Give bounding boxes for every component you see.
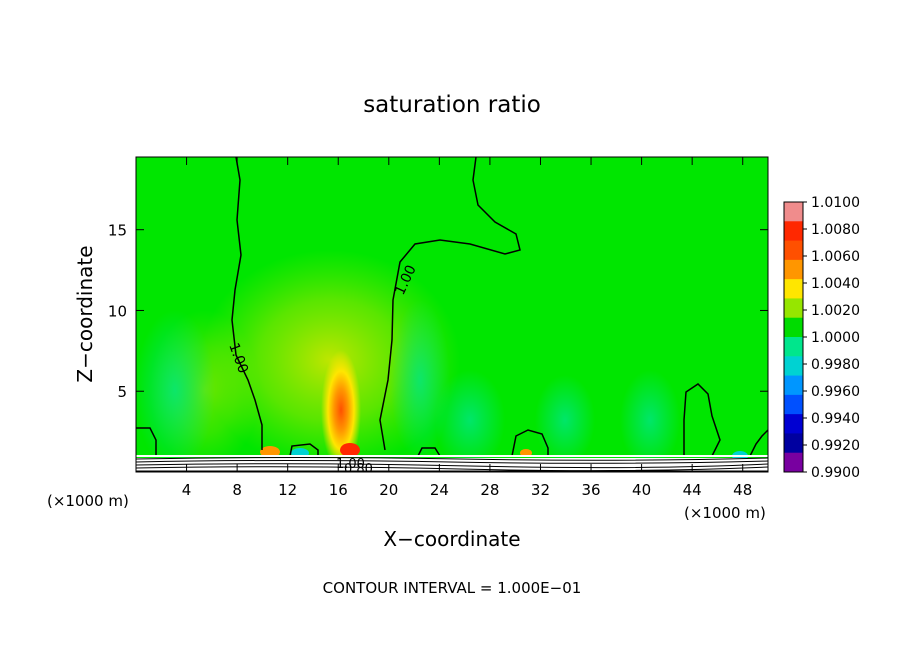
x-tick-label: 28 [480,481,499,499]
y-axis-label: Z−coordinate [73,245,97,382]
colorbar-swatch [784,452,803,473]
cool-region [535,375,595,465]
contour-label: 0.80 [344,462,373,477]
x-tick-label: 32 [531,481,550,499]
surface-contours [136,455,768,472]
x-tick-label: 4 [182,481,192,499]
colorbar-label: 0.9980 [811,357,860,373]
heatmap-field: 1.00 1.00 1.00 0.80 [136,157,768,477]
y-axis: 5 10 15 [108,222,768,401]
colorbar-swatch [784,259,803,280]
x-tick-label: 24 [430,481,449,499]
x-tick-label: 36 [581,481,600,499]
x-tick-label: 16 [329,481,348,499]
contour-line [749,429,768,457]
plot-frame [135,156,769,473]
contour-line [289,443,319,457]
x-tick-label: 40 [632,481,651,499]
colorbar-swatch [784,394,803,415]
cool-region [620,370,680,470]
colorbar-swatch [784,375,803,396]
colorbar-label: 0.9920 [811,438,860,454]
colorbar-swatch [784,317,803,338]
x-unit-label-left: (×1000 m) [47,492,129,510]
colorbar-label: 0.9900 [811,465,860,481]
colorbar-swatch [784,356,803,377]
colorbar-swatch [784,414,803,434]
y-tick-label: 10 [108,302,127,320]
colorbar-label: 1.0060 [811,249,860,265]
contour-line [511,429,549,457]
cool-region [136,310,215,470]
y-tick-label: 5 [117,383,127,401]
colorbar-label: 0.9960 [811,384,860,400]
y-tick-label: 15 [108,222,127,240]
colorbar-label: 1.0040 [811,276,860,292]
hot-core [321,350,361,470]
colorbar-swatch [784,433,803,454]
x-tick-label: 8 [232,481,242,499]
colorbar-label: 1.0000 [811,330,860,346]
contour-line [136,427,157,456]
contour-line [417,447,441,457]
contour-line [379,157,521,451]
x-tick-label: 48 [733,481,752,499]
contour-label: 1.00 [336,457,365,472]
cool-region [435,370,505,470]
x-axis-label: X−coordinate [383,527,520,551]
x-tick-label: 44 [683,481,702,499]
hot-spot [340,443,360,457]
x-unit-label-right: (×1000 m) [684,504,766,522]
colorbar: 1.0100 1.0080 1.0060 1.0040 1.0020 1.0000 0.99… [783,195,860,481]
x-tick-label: 20 [379,481,398,499]
colorbar-label: 0.9940 [811,411,860,427]
chart-title: saturation ratio [363,92,541,118]
colorbar-swatch [784,337,803,357]
colorbar-swatch [784,298,803,319]
contour-line [231,157,263,450]
colorbar-swatch [784,221,803,242]
colorbar-swatch [784,279,803,299]
x-axis: 4 8 12 16 20 24 28 32 36 40 44 48 [182,157,752,499]
colorbar-swatch [784,202,803,222]
colorbar-label: 1.0100 [811,195,860,211]
colorbar-label: 1.0080 [811,222,860,238]
x-tick-label: 12 [278,481,297,499]
colorbar-label: 1.0020 [811,303,860,319]
colorbar-swatch [784,240,803,261]
contour-line [683,383,721,457]
contour-interval-note: CONTOUR INTERVAL = 1.000E−01 [323,579,582,597]
